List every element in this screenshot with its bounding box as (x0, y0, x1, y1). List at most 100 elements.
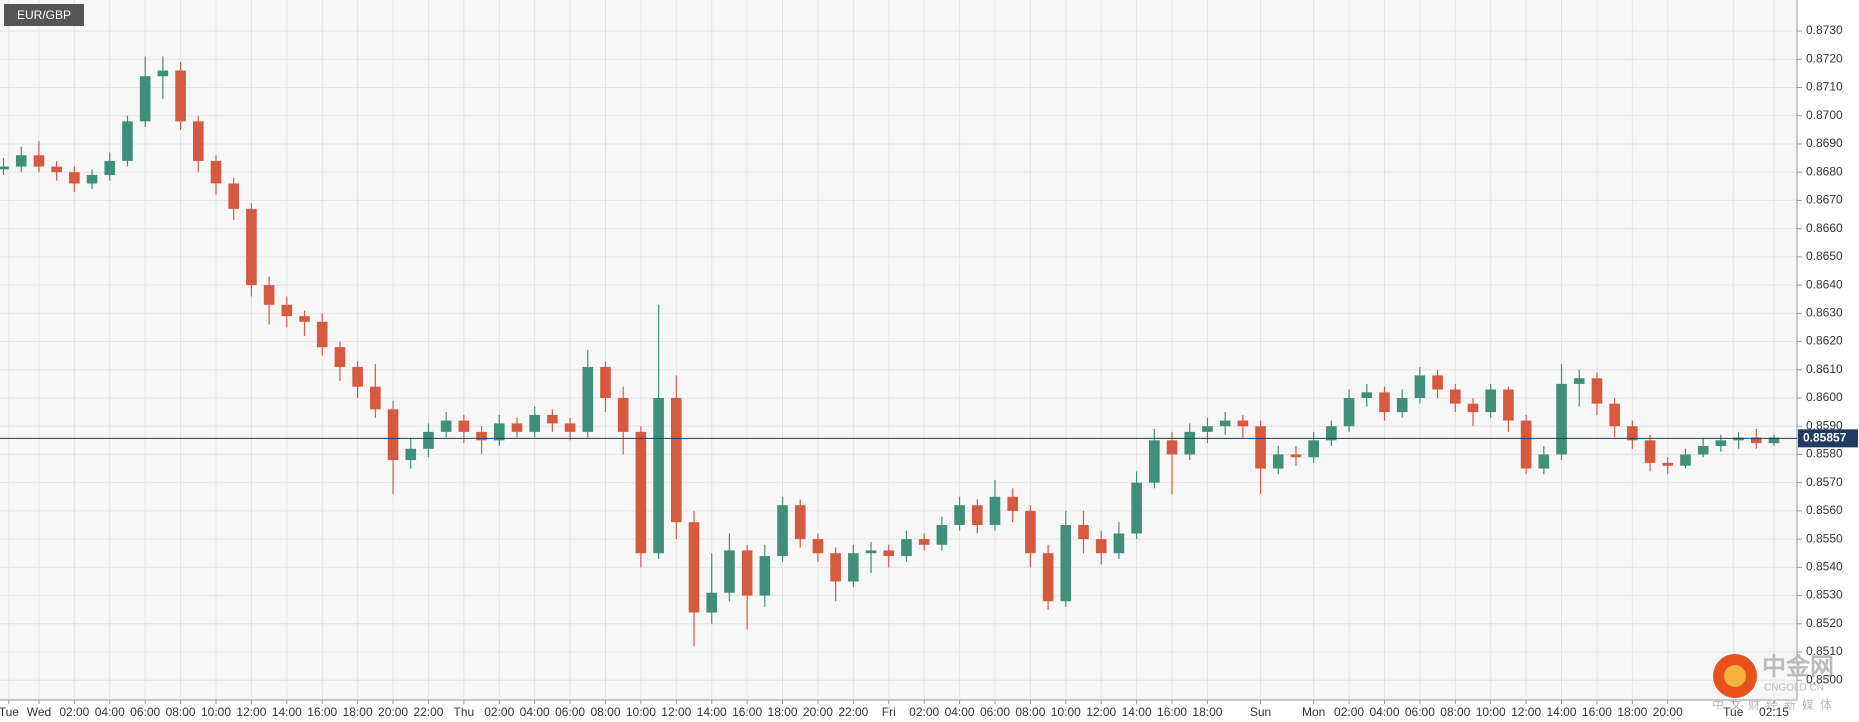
x-tick-label: 12:00 (236, 705, 266, 719)
candle-body (458, 420, 470, 432)
x-tick-label: Sun (1250, 705, 1271, 719)
candle-body (1237, 420, 1249, 427)
candle-body (1060, 525, 1072, 602)
x-tick-label: 12:00 (1086, 705, 1116, 719)
candle-body (1414, 375, 1426, 398)
candle-body (139, 76, 151, 122)
x-tick-label: 02:00 (909, 705, 939, 719)
x-tick-label: 22:00 (413, 705, 443, 719)
x-tick-label: Fri (882, 705, 896, 719)
y-tick-label: 0.8620 (1806, 334, 1843, 348)
candle-body (1219, 420, 1231, 427)
candle-body (670, 397, 682, 523)
x-tick-label: 02:15 (1759, 705, 1789, 719)
candle-body (1573, 378, 1585, 384)
current-price-box (1798, 429, 1858, 448)
plot-area (0, 0, 1797, 700)
candle-body (918, 539, 930, 545)
candle-body (352, 366, 363, 387)
x-tick-label: 20:00 (803, 705, 833, 719)
candle-body (1290, 454, 1302, 458)
candle-body (1432, 375, 1443, 390)
candle-body (1078, 525, 1089, 540)
candle-body (476, 431, 487, 441)
y-tick-label: 0.8650 (1806, 249, 1843, 263)
candle-body (529, 414, 540, 432)
candle-body (865, 550, 877, 554)
candle-body (210, 160, 222, 184)
candle-body (547, 414, 558, 424)
candle-body (299, 316, 310, 322)
y-tick-label: 0.8540 (1806, 560, 1843, 574)
x-tick-label: 10:00 (1476, 705, 1506, 719)
x-tick-label: 18:00 (343, 705, 373, 719)
x-tick-label: 16:00 (732, 705, 762, 719)
candle-body (1715, 440, 1727, 446)
candle-body (1609, 403, 1620, 427)
current-price-label: 0.85857 (1803, 431, 1847, 445)
candle-body (706, 592, 718, 613)
candle-body (1467, 403, 1479, 413)
x-tick-label: 14:00 (697, 705, 727, 719)
x-tick-label: 02:00 (484, 705, 514, 719)
x-tick-label: 04:00 (95, 705, 125, 719)
candle-body (1485, 389, 1497, 413)
x-tick-label: 16:00 (1157, 705, 1187, 719)
candle-body (334, 347, 346, 367)
y-tick-label: 0.8690 (1806, 136, 1843, 150)
candle-body (936, 525, 948, 545)
y-tick-label: 0.8580 (1806, 447, 1843, 461)
candle-body (440, 420, 452, 432)
candle-body (1556, 383, 1567, 455)
x-tick-label: 06:00 (555, 705, 585, 719)
candle-body (901, 539, 912, 557)
watermark-site: CNGOLD.CN (1764, 683, 1824, 694)
y-tick-label: 0.8680 (1806, 164, 1843, 178)
candle-body (104, 160, 116, 175)
candle-body (1449, 389, 1461, 404)
candle-body (316, 321, 328, 348)
x-tick-label: 20:00 (1653, 705, 1683, 719)
candle-body (1662, 462, 1674, 466)
candle-body (724, 550, 735, 593)
x-tick-label: 08:00 (590, 705, 620, 719)
candle-body (1697, 445, 1709, 455)
y-tick-label: 0.8560 (1806, 503, 1843, 517)
candle-body (989, 496, 1001, 525)
y-tick-label: 0.8520 (1806, 616, 1843, 630)
watermark-logo-inner (1724, 665, 1746, 687)
candle-body (883, 550, 895, 557)
candle-body (1042, 553, 1054, 602)
watermark-tagline: 中文财经新媒体 (1712, 697, 1838, 712)
y-tick-label: 0.8670 (1806, 193, 1843, 207)
candle-body (263, 285, 275, 305)
candle-body (653, 397, 664, 554)
x-tick-label: 08:00 (166, 705, 196, 719)
y-tick-label: 0.8630 (1806, 305, 1843, 319)
x-tick-label: 10:00 (201, 705, 231, 719)
candle-body (617, 397, 629, 432)
candle-body (1538, 454, 1550, 469)
candle-body (971, 505, 983, 525)
x-tick-label: 22:00 (838, 705, 868, 719)
y-tick-label: 0.8640 (1806, 277, 1843, 291)
x-tick-label: 04:00 (945, 705, 975, 719)
x-tick-label: 16:00 (307, 705, 337, 719)
candle-body (281, 304, 293, 317)
y-tick-label: 0.8500 (1806, 672, 1843, 686)
candle-body (86, 175, 98, 184)
x-tick-label: 12:00 (1511, 705, 1541, 719)
candle-body (15, 155, 27, 167)
y-tick-label: 0.8700 (1806, 108, 1843, 122)
y-tick-label: 0.8710 (1806, 80, 1843, 94)
chart-title: EUR/GBP (17, 8, 71, 22)
x-tick-label: 06:00 (130, 705, 160, 719)
candle-body (493, 423, 505, 441)
candle-body (954, 505, 965, 525)
x-tick-label: 18:00 (1617, 705, 1647, 719)
candle-body (1149, 440, 1160, 483)
candle-body (1272, 454, 1284, 469)
candle-body (1768, 437, 1780, 444)
candle-body (1591, 378, 1603, 404)
